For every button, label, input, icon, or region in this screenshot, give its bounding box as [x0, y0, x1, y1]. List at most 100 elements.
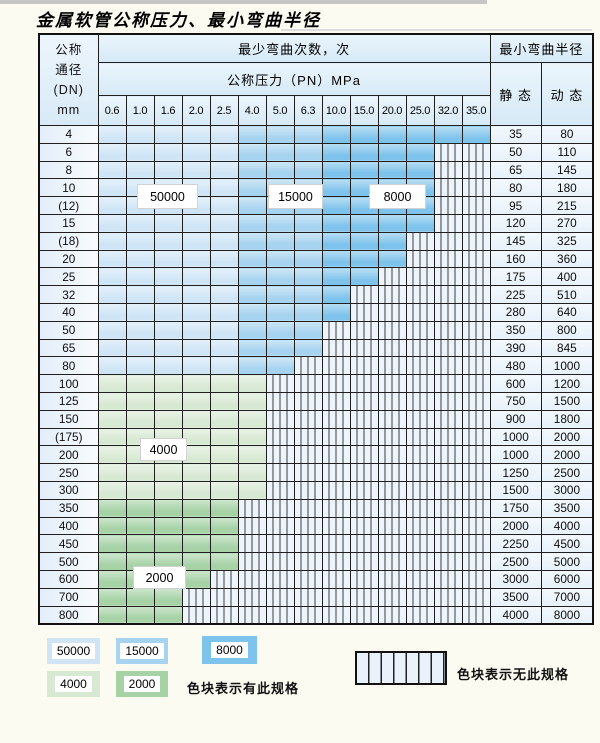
spec-cell [265, 231, 295, 251]
dn-cell: 65 [38, 338, 99, 358]
table-row: 250 1250 2500 [38, 463, 594, 482]
dn-cell: 150 [38, 409, 99, 429]
spec-cell [97, 285, 127, 304]
static-value-cell: 1000 [489, 427, 542, 447]
table-row: 125 750 1500 [38, 391, 594, 411]
pressure-col-header: 2.0 [181, 95, 211, 126]
no-spec-cell [433, 552, 463, 571]
spec-cell [97, 427, 127, 447]
spec-cell [377, 125, 407, 144]
spec-cell [237, 285, 267, 304]
no-spec-cell [377, 391, 407, 411]
spec-cell [349, 142, 379, 162]
legend-has-spec-text: 色块表示有此规格 [187, 681, 300, 696]
no-spec-cell [265, 480, 295, 500]
page-title: 金属软管公称压力、最小弯曲半径 [36, 11, 321, 31]
spec-cell [97, 587, 127, 607]
spec-cell [293, 160, 323, 180]
spec-cell [153, 391, 183, 411]
spec-cell [153, 409, 183, 429]
spec-cell [209, 480, 239, 500]
spec-cell [125, 374, 155, 393]
pressure-col-header: 25.0 [405, 95, 435, 126]
spec-cell [237, 374, 267, 393]
spec-cell [181, 249, 211, 269]
dynamic-value-cell: 2000 [540, 427, 594, 447]
no-spec-cell [377, 587, 407, 607]
no-spec-cell [377, 480, 407, 500]
dynamic-value-cell: 2500 [540, 463, 594, 482]
no-spec-cell [349, 374, 379, 393]
spec-cell [97, 409, 127, 429]
no-spec-cell [181, 605, 211, 625]
spec-cell [293, 125, 323, 144]
no-spec-cell [265, 463, 295, 482]
legend-label-15000: 15000 [120, 643, 164, 659]
spec-cell [181, 356, 211, 376]
spec-cell [349, 267, 379, 287]
spec-cell [125, 125, 155, 144]
no-spec-cell [433, 516, 463, 536]
static-value-cell: 1250 [489, 463, 542, 482]
table-body: 4 35 80 6 50 110 8 65 145 10 80 180 (12) 95 215 15 120 27… [38, 125, 594, 625]
dn-header-line: 通径 [55, 63, 83, 77]
spec-cell [209, 231, 239, 251]
dynamic-value-cell: 7000 [540, 587, 594, 607]
no-spec-cell [461, 231, 491, 251]
table-row: 4 35 80 [38, 125, 594, 144]
no-spec-cell [433, 320, 463, 340]
no-spec-cell [405, 374, 435, 393]
no-spec-cell [321, 516, 351, 536]
spec-cell [181, 569, 211, 589]
no-spec-cell [433, 569, 463, 589]
spec-cell [237, 480, 267, 500]
static-value-cell: 145 [489, 231, 542, 251]
no-spec-cell [349, 427, 379, 447]
spec-cell [321, 178, 351, 198]
no-spec-cell [293, 409, 323, 429]
legend-label-50000: 50000 [51, 643, 96, 659]
spec-cell [125, 320, 155, 340]
no-spec-cell [321, 338, 351, 358]
spec-cell [209, 249, 239, 269]
static-value-cell: 35 [489, 125, 542, 144]
static-value-cell: 4000 [489, 605, 542, 625]
no-spec-cell [377, 338, 407, 358]
no-spec-cell [405, 356, 435, 376]
static-value-cell: 2000 [489, 516, 542, 536]
no-spec-cell [405, 587, 435, 607]
static-value-cell: 95 [489, 196, 542, 215]
no-spec-cell [433, 480, 463, 500]
no-spec-cell [433, 427, 463, 447]
no-spec-cell [461, 605, 491, 625]
nominal-pressure-header: 公称压力（PN）MPa [97, 62, 491, 96]
spec-cell [125, 463, 155, 482]
pressure-col-header: 10.0 [321, 95, 351, 126]
spec-cell [209, 267, 239, 287]
dn-header-line: 公称 [55, 43, 83, 57]
dn-cell: (18) [38, 231, 99, 251]
no-spec-cell [293, 552, 323, 571]
no-spec-cell [349, 391, 379, 411]
no-spec-cell [321, 498, 351, 518]
spec-cell [97, 267, 127, 287]
no-spec-cell [405, 338, 435, 358]
spec-cell [125, 249, 155, 269]
spec-cell [97, 142, 127, 162]
spec-cell [181, 409, 211, 429]
spec-cell [293, 231, 323, 251]
spec-cell [405, 160, 435, 180]
legend-label-8000: 8000 [211, 642, 248, 658]
dn-cell: 450 [38, 534, 99, 554]
table-row: 20 160 360 [38, 249, 594, 269]
spec-cell [125, 409, 155, 429]
dynamic-value-cell: 845 [540, 338, 594, 358]
spec-cell [293, 213, 323, 233]
spec-cell [125, 231, 155, 251]
dynamic-value-cell: 2000 [540, 445, 594, 465]
no-spec-cell [377, 285, 407, 304]
spec-cell [321, 231, 351, 251]
spec-cell [237, 125, 267, 144]
spec-table-container: 公称 通径 (DN) mm 最少弯曲次数，次 最小弯曲半径 公称压力（PN）MP… [38, 33, 595, 625]
legend-block-15000: 15000 [116, 638, 168, 664]
